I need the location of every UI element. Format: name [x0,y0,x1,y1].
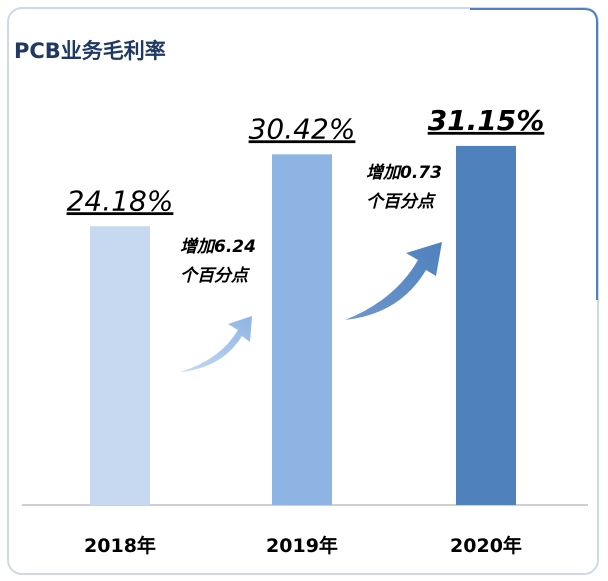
annotation: 增加6.24 [180,237,256,257]
value-label: 30.42% [249,112,356,145]
value-label: 24.18% [67,184,174,217]
x-tick-label: 2018年 [84,534,156,557]
value-label: 31.15% [428,104,545,137]
bar [456,145,516,505]
chart-title: PCB业务毛利率 [14,39,166,63]
x-tick-label: 2019年 [266,534,338,557]
annotation: 个百分点 [180,266,251,286]
x-tick-label: 2020年 [450,534,522,557]
bar [90,226,150,505]
annotation: 个百分点 [366,192,437,212]
arrow [180,316,252,372]
frame-accent [470,8,598,300]
arrow [345,242,442,320]
annotation: 增加0.73 [366,163,442,183]
bar [272,154,332,505]
